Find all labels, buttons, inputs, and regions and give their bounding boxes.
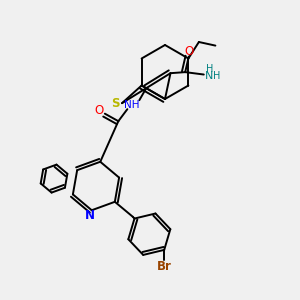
- Text: H: H: [206, 64, 213, 74]
- Text: H: H: [213, 71, 220, 81]
- Text: Br: Br: [157, 260, 172, 274]
- Text: NH: NH: [124, 100, 140, 110]
- Text: O: O: [95, 104, 104, 117]
- Text: O: O: [184, 45, 194, 58]
- Text: N: N: [85, 209, 95, 222]
- Text: S: S: [111, 97, 120, 110]
- Text: N: N: [205, 71, 213, 81]
